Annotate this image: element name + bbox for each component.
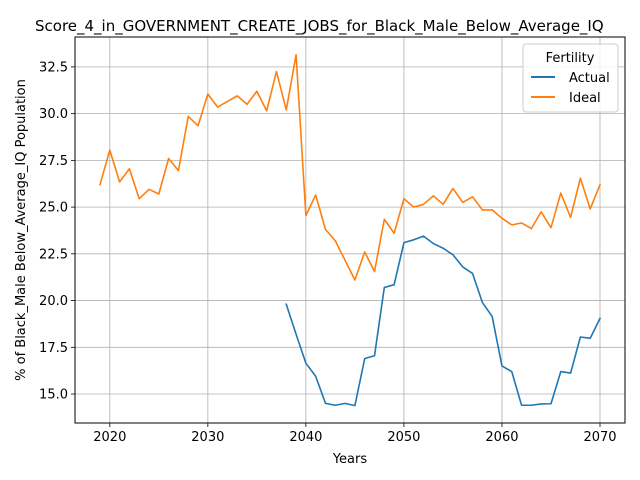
x-axis-label: Years — [332, 452, 368, 467]
legend-label-actual: Actual — [569, 71, 610, 86]
legend-title: Fertility — [546, 51, 595, 66]
y-tick-label: 27.5 — [39, 154, 68, 169]
grid-lines — [75, 37, 625, 423]
legend: Fertility Actual Ideal — [522, 43, 619, 113]
plot-frame — [74, 36, 626, 424]
series-line-actual — [285, 235, 602, 407]
legend-box — [522, 43, 619, 113]
x-tick-label: 2020 — [93, 430, 126, 445]
x-axis-ticks: 2020 2030 2040 2050 2060 2070 — [93, 423, 617, 445]
x-tick-label: 2070 — [583, 430, 616, 445]
series-line-ideal — [99, 53, 602, 281]
y-tick-label: 20.0 — [39, 294, 68, 309]
y-tick-label: 17.5 — [39, 341, 68, 356]
x-tick-label: 2060 — [485, 430, 518, 445]
series-layer — [99, 53, 602, 407]
x-tick-label: 2040 — [289, 430, 322, 445]
y-axis-label: % of Black_Male Below_Average_IQ Populat… — [14, 79, 29, 381]
y-tick-label: 30.0 — [39, 107, 68, 122]
x-tick-label: 2050 — [387, 430, 420, 445]
y-tick-label: 15.0 — [39, 388, 68, 403]
y-axis-ticks: 15.0 17.5 20.0 22.5 25.0 27.5 30.0 32.5 — [39, 60, 75, 403]
y-tick-label: 32.5 — [39, 60, 68, 75]
y-tick-label: 25.0 — [39, 201, 68, 216]
chart-title: Score_4_in_GOVERNMENT_CREATE_JOBS_for_Bl… — [35, 17, 604, 36]
y-tick-label: 22.5 — [39, 247, 68, 262]
legend-label-ideal: Ideal — [569, 91, 601, 106]
x-tick-label: 2030 — [191, 430, 224, 445]
